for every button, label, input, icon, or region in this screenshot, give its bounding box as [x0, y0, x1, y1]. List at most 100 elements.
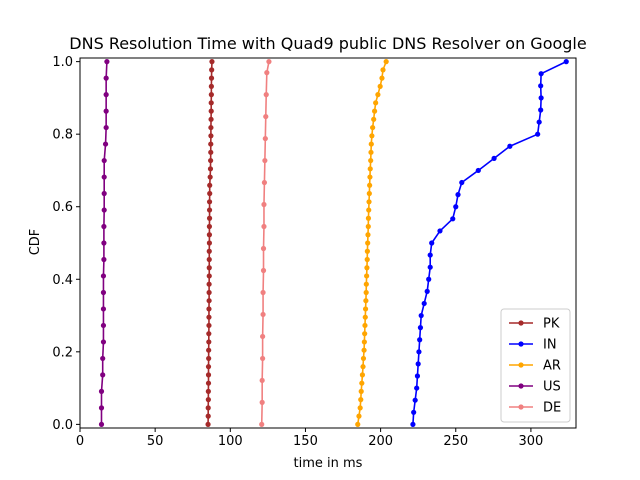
data-point [206, 306, 212, 312]
data-point [206, 256, 212, 263]
data-point [206, 232, 213, 238]
data-point [103, 108, 109, 114]
series-us [98, 59, 110, 427]
series-layer [98, 59, 569, 427]
data-point [371, 116, 377, 122]
data-point [359, 380, 365, 386]
data-point [205, 397, 211, 403]
data-point [414, 373, 421, 379]
data-point [421, 300, 427, 307]
data-point [208, 108, 214, 114]
data-point [206, 355, 212, 362]
data-point [259, 399, 265, 405]
data-point [364, 265, 370, 271]
data-point [208, 133, 214, 139]
series-in [410, 59, 569, 427]
series-de [259, 59, 272, 427]
data-point [205, 421, 211, 427]
legend-item-us: US [509, 380, 561, 395]
data-point [365, 240, 371, 246]
data-point [207, 174, 213, 180]
data-point [101, 207, 107, 213]
data-point [366, 199, 372, 205]
data-point [100, 306, 107, 312]
legend-item-pk: PK [509, 317, 560, 332]
data-point [424, 288, 430, 294]
data-point [205, 372, 212, 378]
data-point [536, 119, 542, 125]
data-point [415, 361, 421, 367]
data-point [101, 190, 107, 197]
data-point [206, 339, 212, 345]
data-point [205, 405, 211, 411]
data-point [362, 306, 369, 312]
data-point [205, 380, 212, 386]
data-point [367, 166, 373, 172]
data-point [100, 355, 106, 362]
data-point [418, 312, 424, 319]
data-point [262, 157, 268, 164]
x-tick-label: 300 [518, 434, 543, 449]
data-point [208, 75, 215, 81]
data-point [261, 223, 267, 230]
data-point [100, 372, 106, 378]
data-point [360, 355, 367, 362]
data-point [262, 135, 268, 142]
data-point [459, 179, 465, 186]
data-point [208, 157, 214, 164]
data-point [208, 124, 214, 131]
y-tick-label: 0.2 [52, 345, 73, 360]
data-point [368, 141, 374, 147]
x-tick-label: 50 [147, 434, 164, 449]
data-point [416, 349, 422, 355]
data-point [365, 223, 371, 230]
data-point [263, 92, 269, 98]
legend-marker [518, 341, 524, 347]
data-point [363, 298, 369, 304]
data-point [98, 421, 105, 427]
data-point [259, 377, 265, 384]
legend-label: US [543, 380, 561, 395]
legend-item-in: IN [509, 338, 557, 353]
data-point [266, 59, 272, 65]
data-point [383, 59, 389, 65]
data-point [367, 174, 373, 180]
data-point [375, 92, 381, 98]
data-point [206, 240, 213, 246]
data-point [363, 289, 369, 296]
data-point [206, 273, 212, 279]
data-point [206, 289, 212, 296]
data-point [364, 273, 370, 279]
legend-item-ar: AR [509, 359, 561, 374]
data-point [361, 347, 367, 353]
data-point [260, 267, 267, 274]
data-point [206, 314, 212, 320]
data-point [538, 95, 544, 101]
data-point [209, 59, 215, 65]
x-tick-label: 100 [218, 434, 243, 449]
x-tick-label: 250 [443, 434, 468, 449]
data-point [101, 223, 107, 230]
y-tick-label: 0.6 [52, 200, 73, 215]
data-point [538, 71, 544, 77]
data-point [205, 413, 211, 419]
data-point [206, 265, 212, 271]
legend-marker [518, 383, 524, 389]
data-point [365, 232, 371, 238]
data-point [410, 421, 416, 427]
data-point [412, 397, 418, 403]
data-point [538, 83, 544, 89]
data-point [208, 116, 214, 122]
data-point [101, 174, 107, 180]
data-point [368, 157, 374, 164]
data-point [260, 245, 267, 252]
data-point [377, 83, 383, 89]
y-tick-label: 0.0 [52, 418, 73, 433]
x-tick-label: 0 [76, 434, 84, 449]
legend-item-de: DE [509, 401, 561, 416]
data-point [371, 108, 378, 114]
data-point [208, 100, 214, 106]
data-point [361, 339, 367, 345]
data-point [261, 201, 267, 208]
x-axis-title: time in ms [294, 456, 363, 471]
